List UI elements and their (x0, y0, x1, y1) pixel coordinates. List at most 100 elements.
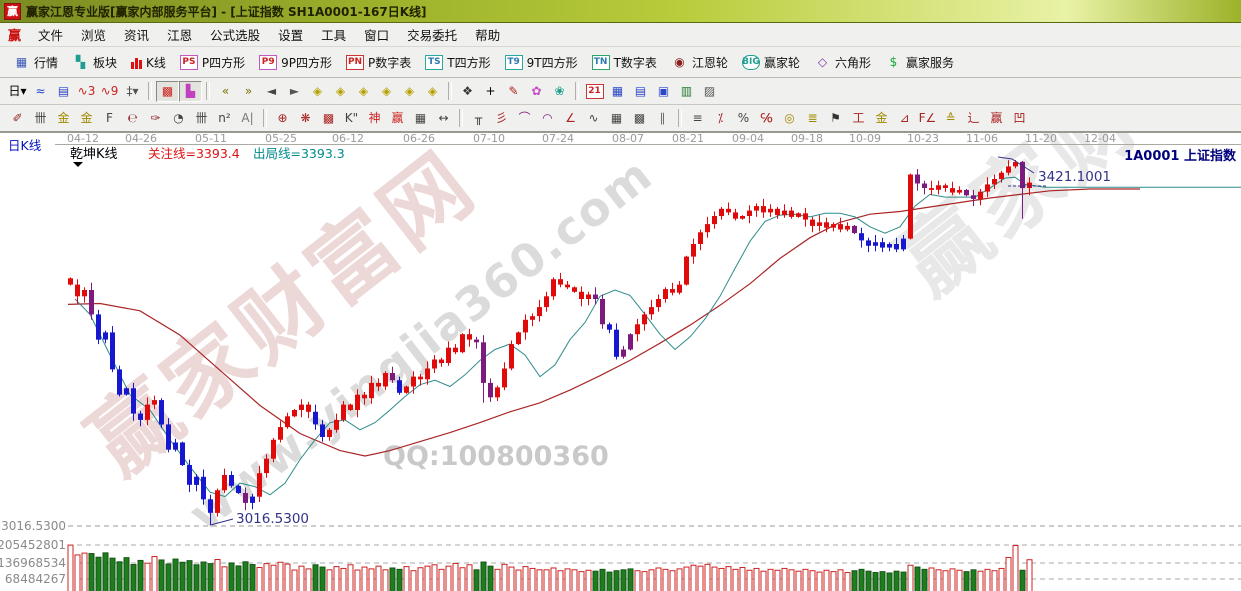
f-angle-icon[interactable]: F∠ (918, 111, 937, 125)
diamond-compress-icon[interactable]: ◈ (381, 84, 392, 98)
shen-grid-icon[interactable]: 神 (368, 111, 381, 125)
percent-line-icon[interactable]: ℅ (760, 111, 773, 125)
angle-guide-icon[interactable]: A| (241, 111, 254, 125)
notepad-icon[interactable]: ▤ (634, 84, 647, 98)
brush-icon[interactable]: ✐ (12, 111, 23, 125)
menu-item-3[interactable]: 江恩 (167, 28, 193, 43)
circle-cross-icon[interactable]: ⊕ (277, 111, 288, 125)
gold-levels-icon[interactable]: ≣ (807, 111, 818, 125)
menu-item-8[interactable]: 交易委托 (407, 28, 458, 43)
n-square-icon[interactable]: n² (218, 111, 231, 125)
p9-square-button[interactable]: P9 9P四方形 (253, 51, 338, 74)
percent-icon[interactable]: % (737, 111, 750, 125)
flag-tool-icon[interactable]: ⚑ (830, 111, 841, 125)
menu-item-4[interactable]: 公式选股 (210, 28, 261, 43)
grid-lines-2-icon[interactable]: 卌 (195, 111, 208, 125)
title-bar[interactable]: 赢 赢家江恩专业版[赢家内部服务平台] - [上证指数 SH1A0001-167… (0, 0, 1241, 23)
kline-button[interactable]: K线 (125, 51, 172, 74)
menu-item-0[interactable]: 文件 (38, 28, 64, 43)
first-page-icon[interactable]: « (221, 84, 230, 98)
ying-grid-icon[interactable]: 赢 (391, 111, 404, 125)
leaf-tool-icon[interactable]: ❀ (554, 84, 565, 98)
t-number-button[interactable]: TN T数字表 (586, 51, 663, 74)
p-number-button[interactable]: PN P数字表 (340, 51, 417, 74)
menu-item-5[interactable]: 设置 (278, 28, 304, 43)
next-bar-icon[interactable]: ► (289, 84, 300, 98)
diamond-right-icon[interactable]: ◈ (335, 84, 346, 98)
menu-item-7[interactable]: 窗口 (364, 28, 390, 43)
count-bars-icon[interactable]: ≡ (692, 111, 703, 125)
trend-overlay-icon[interactable]: ≈ (35, 84, 46, 98)
menu-item-9[interactable]: 帮助 (475, 28, 501, 43)
t9-square-button[interactable]: T9 9T四方形 (499, 51, 584, 74)
info-doc-icon[interactable]: ▤ (57, 84, 70, 98)
gold-angle-icon[interactable]: ≙ (945, 111, 956, 125)
spiral-icon[interactable]: ℮ (127, 111, 138, 125)
gold-grid-2-icon[interactable]: 金 (80, 111, 93, 125)
trend-angle-icon[interactable]: ∠ (565, 111, 576, 125)
speed-line-icon[interactable]: 辶 (967, 111, 980, 125)
p-square-button[interactable]: PS P四方形 (174, 51, 251, 74)
period-day-icon[interactable]: 日▾ (8, 84, 27, 98)
step-9-icon[interactable]: ∿9 (100, 84, 119, 98)
hand-tool-icon[interactable]: ❖ (462, 84, 473, 98)
crosshair-tool-icon[interactable]: + (485, 84, 496, 98)
flower-tool-icon[interactable]: ✿ (531, 84, 542, 98)
hexagon-button[interactable]: ◇ 六角形 (808, 51, 877, 74)
winner-service-button[interactable]: $ 赢家服务 (879, 51, 960, 74)
matrix-b-icon[interactable]: ▩ (633, 111, 646, 125)
gold-ring-icon[interactable]: ◎ (784, 111, 795, 125)
diamond-expand-icon[interactable]: ◈ (358, 84, 369, 98)
arc-fan-icon[interactable]: ⌒ (518, 111, 531, 125)
print-icon[interactable]: ▨ (703, 84, 716, 98)
step-3-icon[interactable]: ∿3 (77, 84, 96, 98)
percent-x-icon[interactable]: ⁒ (717, 111, 724, 125)
diamond-compress-all-icon[interactable]: ◈ (427, 84, 438, 98)
h-span-icon[interactable]: ↔ (438, 111, 449, 125)
arc-square-icon[interactable]: ◠ (542, 111, 553, 125)
save-icon[interactable]: ▣ (657, 84, 670, 98)
grid-123-icon[interactable]: ▦ (414, 111, 427, 125)
last-page-icon[interactable]: » (244, 84, 253, 98)
tri-angle-icon[interactable]: ⊿ (899, 111, 910, 125)
wave-levels-icon[interactable]: 凹 (1013, 111, 1026, 125)
k-wave-icon[interactable]: K" (344, 111, 359, 125)
fib-grid-icon[interactable]: F (106, 111, 113, 125)
zigzag-icon[interactable]: ∿ (588, 111, 599, 125)
time-circle-icon[interactable]: ◔ (173, 111, 184, 125)
pillar-tool-icon[interactable]: ╥ (474, 111, 483, 125)
diamond-left-icon[interactable]: ◈ (312, 84, 323, 98)
gold-grid-1-icon[interactable]: 金 (57, 111, 70, 125)
calendar-icon[interactable]: 21 (583, 81, 606, 102)
web-star-icon[interactable]: ❋ (300, 111, 311, 125)
ray-fan-icon[interactable]: 彡 (495, 111, 508, 125)
menu-item-2[interactable]: 资讯 (124, 28, 150, 43)
matrix-a-icon[interactable]: ▦ (610, 111, 623, 125)
quotes-button[interactable]: ▦ 行情 (7, 51, 64, 74)
menu-item-1[interactable]: 浏览 (81, 28, 107, 43)
candle-style-icon[interactable]: ‡▾ (126, 84, 139, 98)
app-logo-icon: 赢 (4, 2, 21, 20)
svg-text:136968534: 136968534 (0, 556, 66, 570)
sectors-button[interactable]: ▚ 板块 (66, 51, 123, 74)
prev-bar-icon[interactable]: ◄ (266, 84, 277, 98)
grid-lines-icon[interactable]: 卌 (34, 111, 47, 125)
parallel-lines-icon[interactable]: ∥ (659, 111, 666, 125)
channel-tool-icon[interactable]: 工 (852, 111, 865, 125)
calculator-icon[interactable]: ▦ (611, 84, 624, 98)
diamond-expand-all-icon[interactable]: ◈ (404, 84, 415, 98)
web-square-icon[interactable]: ▩ (322, 111, 335, 125)
gann-grid-toggle-icon[interactable]: ▩ (156, 80, 179, 102)
winner-wheel-button[interactable]: BIG 赢家轮 (736, 51, 806, 74)
ying-angle-icon[interactable]: 赢 (990, 111, 1003, 125)
menu-item-6[interactable]: 工具 (321, 28, 347, 43)
net-export-icon[interactable]: ▥ (680, 84, 693, 98)
ruler-pen-icon[interactable]: ✑ (150, 111, 161, 125)
gann-wheel-button[interactable]: ◉ 江恩轮 (665, 51, 734, 74)
multi-chart-toggle-icon[interactable]: ▙ (179, 80, 202, 102)
t-square-button[interactable]: TS T四方形 (419, 51, 496, 74)
gold-box-icon[interactable]: 金 (875, 111, 888, 125)
pen-tool-icon[interactable]: ✎ (508, 84, 519, 98)
